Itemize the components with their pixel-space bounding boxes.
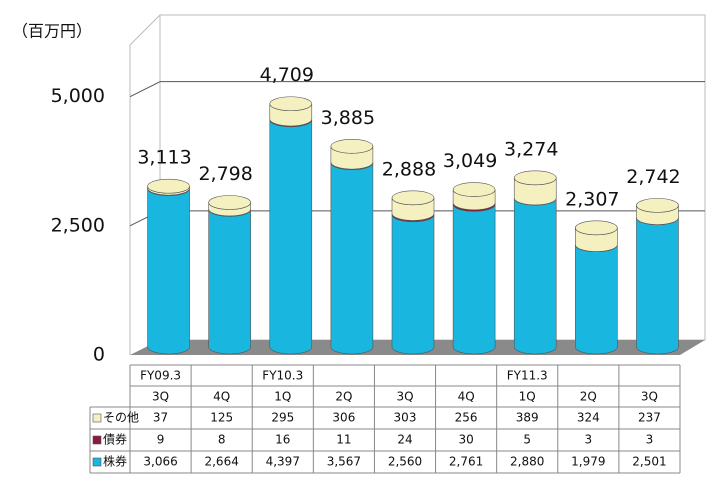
table-value: 303 (394, 411, 417, 425)
table-value: 295 (271, 411, 294, 425)
table-value: 1,979 (571, 455, 605, 469)
table-value: 125 (210, 411, 233, 425)
cylinder-top (513, 170, 557, 186)
cylinder-segment (269, 119, 313, 355)
cylinder-segment (391, 214, 435, 355)
cylinder-segment (330, 162, 374, 355)
table-value: 3,066 (143, 455, 177, 469)
table-value: 16 (275, 433, 290, 447)
x-tick-label: 1Q (519, 390, 536, 404)
table-value: 389 (516, 411, 539, 425)
x-tick-label: 2Q (335, 390, 352, 404)
cylinder-segment (636, 217, 679, 355)
cylinder-top (636, 198, 679, 213)
total-label: 3,885 (321, 107, 375, 129)
cylinder-top (452, 182, 496, 197)
legend-label: 株券 (103, 454, 127, 469)
legend-swatch (92, 413, 102, 423)
cylinder-segment (575, 244, 618, 355)
table-value: 2,880 (510, 455, 544, 469)
cylinder-top (391, 190, 435, 206)
total-label: 2,888 (382, 158, 436, 180)
table-value: 2,560 (388, 455, 422, 469)
x-tick-label: 3Q (152, 390, 169, 404)
total-label: 2,742 (626, 166, 680, 188)
total-label: 4,709 (260, 64, 314, 86)
table-value: 237 (638, 411, 661, 425)
table-value: 5 (523, 433, 531, 447)
y-tick-label: 0 (93, 344, 105, 366)
cylinder-top (269, 96, 313, 112)
table-value: 324 (577, 411, 600, 425)
table-value: 3 (646, 433, 654, 447)
total-label: 2,798 (198, 163, 252, 185)
table-value: 2,501 (632, 455, 666, 469)
data-table: FY09.3 3Q 37 9 3,066 4Q 125 8 2,664 FY10.3 1Q 295 16… (89, 364, 681, 474)
cylinder-segment (208, 209, 251, 355)
total-label: 3,274 (504, 138, 558, 160)
x-tick-label: 4Q (458, 390, 475, 404)
table-value: 11 (336, 433, 351, 447)
cylinder-segment (452, 204, 496, 355)
cylinder-top (147, 178, 190, 194)
cylinder-segment (513, 198, 557, 355)
x-tick-label: 1Q (274, 390, 291, 404)
x-tick-label: 4Q (213, 390, 230, 404)
cylinder-top (208, 195, 251, 210)
fiscal-year-label: FY09.3 (140, 369, 181, 383)
table-value: 8 (218, 433, 226, 447)
total-label: 3,049 (443, 150, 497, 172)
table-value: 2,761 (449, 455, 483, 469)
total-label: 2,307 (565, 188, 619, 210)
x-tick-label: 2Q (580, 390, 597, 404)
total-label: 3,113 (137, 147, 191, 169)
cylinder-top (575, 220, 618, 236)
legend-swatch (92, 457, 102, 467)
cylinder-top (330, 139, 374, 154)
fiscal-year-label: FY11.3 (507, 369, 548, 383)
table-value: 24 (397, 433, 412, 447)
y-axis-label: （百万円） (12, 22, 92, 41)
table-value: 4,397 (266, 455, 300, 469)
table-value: 3,567 (327, 455, 361, 469)
table-value: 256 (455, 411, 478, 425)
legend-label: その他 (103, 411, 139, 425)
fiscal-year-label: FY10.3 (262, 369, 303, 383)
table-value: 306 (332, 411, 355, 425)
y-tick-label: 2,500 (51, 214, 105, 236)
y-tick-label: 5,000 (51, 85, 105, 107)
table-value: 3 (585, 433, 593, 447)
x-tick-label: 3Q (396, 390, 413, 404)
x-tick-label: 3Q (641, 390, 658, 404)
legend-swatch (92, 435, 102, 445)
table-value: 2,664 (204, 455, 238, 469)
legend-label: 債券 (103, 432, 127, 447)
grid-line (129, 81, 161, 98)
cylinder-segment (147, 188, 190, 355)
table-value: 37 (153, 411, 168, 425)
table-value: 30 (458, 433, 473, 447)
table-value: 9 (157, 433, 165, 447)
side-wall (129, 14, 161, 46)
